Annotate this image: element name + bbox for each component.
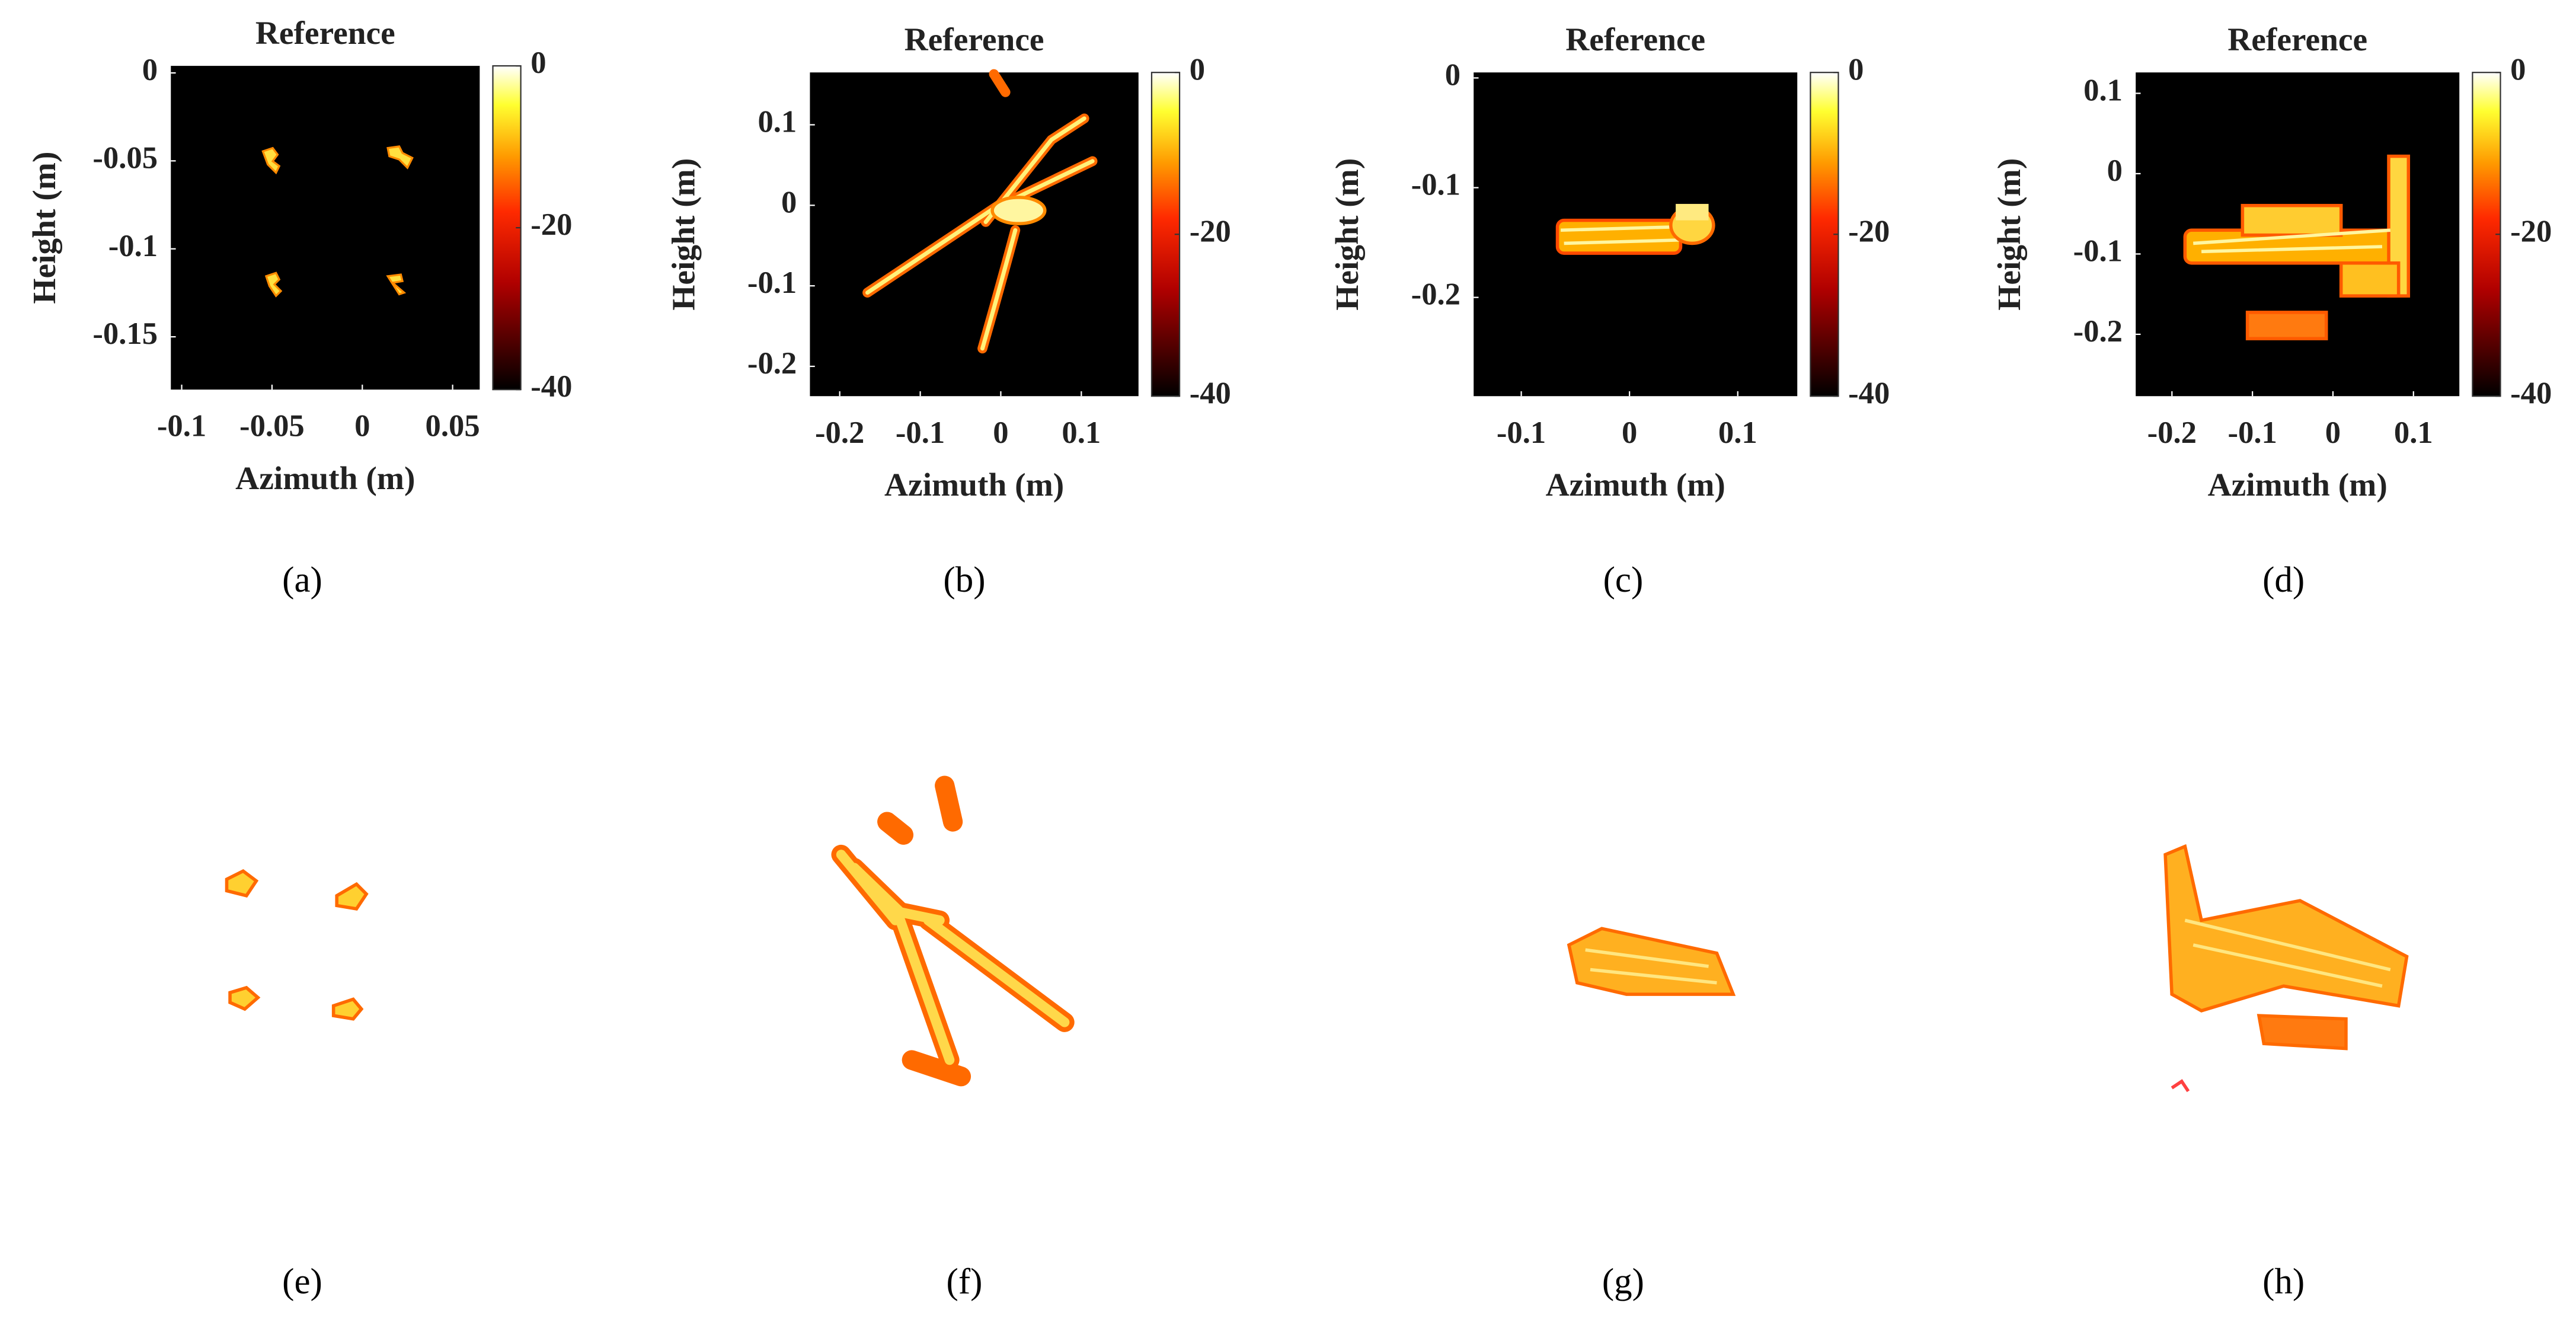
rendering-g: [1567, 927, 1736, 996]
panel-a-targets: [261, 145, 414, 298]
y-tick-label: -0.2: [2073, 314, 2123, 349]
x-tick-label: 0.05: [426, 409, 480, 443]
panel-c-object: [1555, 203, 1715, 255]
colorbar-tick-label: -20: [1848, 214, 1890, 248]
colorbar-tick-label: 0: [1848, 52, 1864, 87]
x-axis-label: Azimuth (m): [2208, 467, 2388, 503]
rendering-h: [2163, 844, 2409, 1093]
panel-d-object: [2183, 154, 2411, 340]
colorbar-tick-label: -20: [530, 208, 572, 242]
y-tick-label: 0.1: [2083, 73, 2123, 107]
y-tick-label: -0.15: [92, 317, 158, 351]
y-tick-label: -0.1: [2073, 234, 2123, 268]
y-axis-label: Height (m): [665, 158, 701, 311]
rendering-f: [831, 775, 1075, 1087]
plot-area: [171, 66, 480, 390]
colorbar-tick-label: -20: [1190, 214, 1231, 248]
x-tick-label: -0.1: [896, 416, 945, 450]
y-tick-label: -0.1: [1411, 168, 1460, 202]
panels: Reference Azimuth (m) Height (m) -0.1 -0.05 0…: [26, 15, 2552, 1302]
panel-caption: (c): [1603, 560, 1644, 600]
x-tick-label: 0.1: [2394, 416, 2433, 450]
x-tick-label: -0.2: [2147, 416, 2197, 450]
colorbar-tick-label: 0: [530, 46, 546, 80]
x-tick-label: -0.2: [815, 416, 864, 450]
panel-caption: (f): [947, 1262, 983, 1302]
x-axis-label: Azimuth (m): [884, 467, 1064, 503]
y-tick-label: -0.2: [1411, 277, 1460, 312]
x-axis-label: Azimuth (m): [235, 460, 415, 496]
panel-caption: (a): [282, 560, 322, 600]
x-tick-label: 0: [1622, 416, 1637, 450]
y-tick-label: 0: [2107, 154, 2123, 188]
panel-b-pliers: [862, 69, 1098, 354]
panel-caption: (d): [2262, 560, 2305, 600]
x-tick-label: 0: [993, 416, 1008, 450]
y-tick-label: -0.1: [747, 266, 797, 300]
x-tick-label: -0.1: [2227, 416, 2277, 450]
pliers-joint: [990, 196, 1047, 225]
x-tick-label: 0.1: [1062, 416, 1101, 450]
panel-caption: (g): [1602, 1262, 1644, 1302]
x-tick-label: 0.1: [1718, 416, 1757, 450]
y-axis-label: Height (m): [1329, 158, 1365, 311]
panel-caption: (e): [282, 1262, 322, 1302]
panel-title: Reference: [1565, 21, 1705, 58]
colorbar-tick-label: -20: [2510, 214, 2552, 248]
plot-area: [810, 72, 1139, 397]
y-tick-label: -0.2: [747, 346, 797, 381]
panel-caption: (h): [2262, 1262, 2305, 1302]
y-axis-label: Height (m): [1991, 158, 2027, 311]
x-tick-label: 0: [354, 409, 370, 443]
x-tick-label: 0: [2325, 416, 2341, 450]
y-tick-label: 0: [142, 53, 158, 87]
y-tick-label: 0: [1445, 58, 1460, 92]
x-axis-label: Azimuth (m): [1546, 467, 1725, 503]
y-axis-label: Height (m): [26, 152, 62, 304]
panel-title: Reference: [2227, 21, 2367, 58]
colorbar-tick-label: -40: [1848, 376, 1890, 410]
y-tick-label: 0: [781, 185, 797, 219]
colorbar-tick-label: -40: [2510, 376, 2552, 410]
x-tick-label: -0.1: [1497, 416, 1546, 450]
x-tick-label: -0.05: [239, 409, 305, 443]
y-tick-label: -0.1: [108, 229, 158, 263]
colorbar-tick-label: -40: [1190, 376, 1231, 410]
x-tick-label: -0.1: [157, 409, 206, 443]
image-features: [225, 69, 2411, 1093]
colorbar-tick-label: 0: [2510, 52, 2526, 87]
panel-title: Reference: [905, 21, 1044, 58]
colorbar-tick-label: -40: [530, 369, 572, 404]
y-tick-label: 0.1: [758, 105, 797, 139]
panel-caption: (b): [943, 560, 985, 600]
y-tick-label: -0.05: [92, 141, 158, 175]
colorbar-tick-label: 0: [1190, 52, 1205, 87]
rendering-e: [225, 869, 369, 1021]
panel-title: Reference: [255, 15, 395, 51]
